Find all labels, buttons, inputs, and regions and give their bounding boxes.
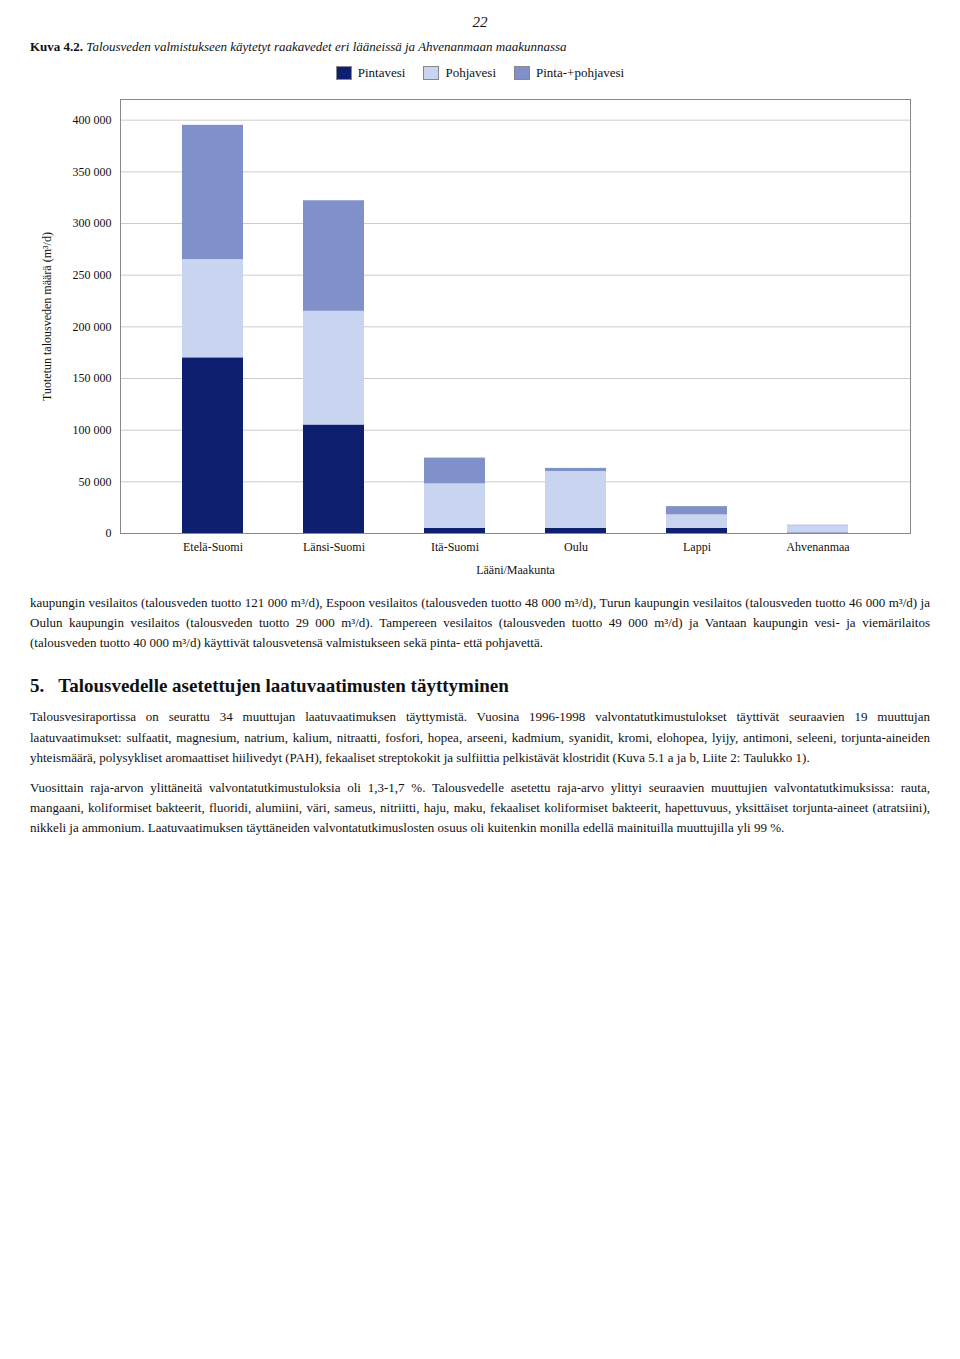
svg-text:350 000: 350 000	[73, 165, 112, 179]
html-text:Pintavesi: Pintavesi	[357, 65, 406, 80]
svg-text:Länsi-Suomi: Länsi-Suomi	[303, 540, 366, 554]
svg-text:100 000: 100 000	[73, 423, 112, 437]
html-text:kaupungin vesilaitos (talousve: kaupungin vesilaitos (talousveden tuotto…	[30, 595, 930, 651]
html-text:22: 22	[472, 14, 488, 30]
svg-text:Ahvenanmaa: Ahvenanmaa	[786, 540, 850, 554]
svg-text:0: 0	[106, 526, 112, 540]
svg-text:50 000: 50 000	[79, 475, 112, 489]
html-text:5.: 5.	[30, 675, 45, 697]
html-text:Vuosittain raja-arvon ylittäne: Vuosittain raja-arvon ylittäneitä valvon…	[30, 779, 930, 836]
svg-text:Oulu: Oulu	[564, 540, 588, 554]
html-text:Talousvedelle asetettujen laat: Talousvedelle asetettujen laatuvaatimust…	[58, 675, 509, 697]
html-text:Kuva 4.2. Talousveden valmistu: Kuva 4.2. Talousveden valmistukseen käyt…	[30, 39, 567, 54]
svg-text:Lääni/Maakunta: Lääni/Maakunta	[476, 563, 555, 577]
html-text:Pohjavesi: Pohjavesi	[445, 65, 496, 80]
svg-text:400 000: 400 000	[73, 113, 112, 127]
html-text:Talousvesiraportissa on seurat: Talousvesiraportissa on seurattu 34 muut…	[30, 709, 930, 765]
svg-text:200 000: 200 000	[73, 320, 112, 334]
svg-text:Lappi: Lappi	[683, 540, 712, 554]
svg-text:Tuotetun talousveden määrä (m³: Tuotetun talousveden määrä (m³/d)	[40, 232, 54, 401]
svg-text:Itä-Suomi: Itä-Suomi	[431, 540, 480, 554]
svg-text:300 000: 300 000	[73, 216, 112, 230]
svg-text:Etelä-Suomi: Etelä-Suomi	[183, 540, 244, 554]
html-text:Pinta-+pohjavesi: Pinta-+pohjavesi	[536, 65, 625, 80]
svg-text:150 000: 150 000	[73, 371, 112, 385]
svg-text:250 000: 250 000	[73, 268, 112, 282]
